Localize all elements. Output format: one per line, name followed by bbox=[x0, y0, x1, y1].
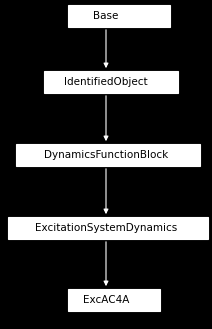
FancyBboxPatch shape bbox=[44, 71, 178, 93]
Text: Base: Base bbox=[93, 11, 119, 21]
Text: DynamicsFunctionBlock: DynamicsFunctionBlock bbox=[44, 150, 168, 160]
FancyBboxPatch shape bbox=[16, 144, 200, 166]
Text: IdentifiedObject: IdentifiedObject bbox=[64, 77, 148, 87]
FancyBboxPatch shape bbox=[68, 289, 160, 311]
Text: ExcAC4A: ExcAC4A bbox=[83, 295, 129, 305]
FancyBboxPatch shape bbox=[68, 5, 170, 27]
Text: ExcitationSystemDynamics: ExcitationSystemDynamics bbox=[35, 223, 177, 233]
FancyBboxPatch shape bbox=[8, 217, 208, 239]
